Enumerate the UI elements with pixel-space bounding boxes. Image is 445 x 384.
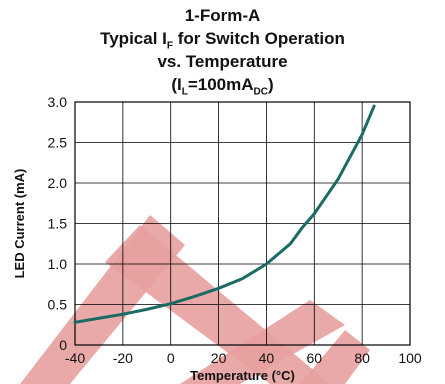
chart-title-line-4: (IL=100mADC): [0, 75, 445, 102]
x-tick-label: -40: [65, 350, 85, 366]
chart-title-line-3: vs. Temperature: [157, 52, 288, 71]
watermark-band-3: [180, 300, 345, 384]
plot-frame: [74, 101, 411, 346]
x-axis-label: Temperature (°C): [190, 368, 295, 383]
y-tick-label: 0.5: [48, 297, 68, 313]
title-line-4-mid: =100mA: [187, 75, 254, 94]
grid: [75, 102, 410, 345]
x-tick-label: 0: [167, 350, 175, 366]
title-line-4-pre: (I: [171, 75, 182, 94]
y-tick-label: 1.5: [48, 216, 68, 232]
series-layer: [73, 104, 376, 324]
x-tick-label: 60: [306, 350, 322, 366]
chart-title-line-2: Typical IF for Switch Operation: [0, 29, 445, 56]
title-line-4-sub-2: DC: [253, 86, 268, 98]
title-line-2-post: for Switch Operation: [172, 29, 345, 48]
y-tick-label: 2.0: [48, 175, 68, 191]
y-tick-label: 2.5: [48, 135, 68, 151]
x-tick-label: -20: [113, 350, 133, 366]
x-tick-label: 20: [211, 350, 227, 366]
title-line-4-post: ): [267, 75, 274, 94]
x-tick-label: 40: [259, 350, 275, 366]
y-tick-label: 0: [59, 337, 67, 353]
x-tick-label: 100: [398, 350, 422, 366]
x-tick-labels: -40 -20 0 20 40 60 80 100: [65, 350, 422, 366]
y-tick-labels: 0 0.5 1.0 1.5 2.0 2.5 3.0: [48, 94, 68, 353]
chart-title-line-1: 1-Form-A: [184, 6, 261, 25]
title-line-2-sub: F: [166, 40, 173, 52]
title-line-4-sub-1: L: [181, 86, 188, 98]
series-line-1: [73, 104, 376, 324]
watermark-band-4: [300, 330, 370, 384]
y-axis-label: LED Current (mA): [12, 169, 27, 279]
x-tick-label: 80: [354, 350, 370, 366]
y-tick-label: 3.0: [48, 94, 68, 110]
y-tick-label: 1.0: [48, 256, 68, 272]
title-line-2-pre: Typical I: [100, 29, 167, 48]
